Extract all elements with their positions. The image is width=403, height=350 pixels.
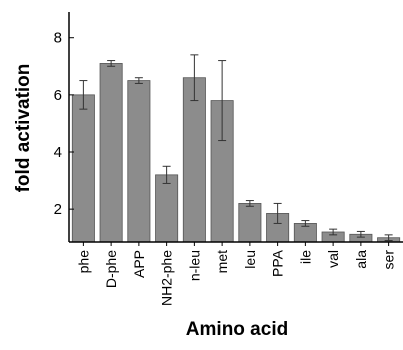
error-bar-ala [356,230,365,238]
error-bar-val [329,228,338,236]
x-tick-label-met: met [214,250,230,273]
y-tick-label-4: 4 [54,144,62,161]
bar-phe [71,94,95,243]
x-tick-label-phe: phe [75,250,91,274]
error-bar-phe [79,80,88,110]
bar-NH2-phe [155,174,179,243]
y-ticks-group: 2 4 6 8 [54,30,74,218]
x-tick-label-APP: APP [131,250,147,278]
error-bar-D-phe [107,60,116,67]
error-bar-ile [301,220,310,227]
y-tick-label-6: 6 [54,87,62,104]
x-tick-label-ala: ala [353,250,369,269]
error-bar-APP [134,77,143,84]
x-tick-label-D-phe: D-phe [103,250,119,288]
error-bar-NH2-phe [162,165,171,184]
x-tick-labels-group: phe D-phe APP NH2-phe n-leu met leu PPA ile val al… [75,242,397,306]
error-bar-leu [245,200,254,207]
x-tick-label-ile: ile [297,250,313,264]
error-bar-n-leu [190,54,199,102]
error-bar-ser [384,234,393,242]
x-tick-label-leu: leu [242,250,258,269]
bar-leu [238,203,262,243]
y-axis-title: fold activation [13,64,34,193]
error-bar-PPA [273,202,282,224]
x-tick-label-n-leu: n-leu [186,250,202,281]
bar-APP [127,80,151,243]
x-tick-label-val: val [325,250,341,268]
x-axis-title: Amino acid [186,319,288,340]
bars-group [71,63,401,243]
error-bars-group [79,54,393,242]
x-tick-label-PPA: PPA [270,249,286,277]
x-tick-label-ser: ser [381,250,397,270]
bar-n-leu [182,77,206,243]
y-tick-label-8: 8 [54,30,62,47]
error-bar-met [218,60,227,142]
bar-D-phe [99,63,123,243]
y-tick-label-2: 2 [54,201,62,218]
x-tick-label-NH2-phe: NH2-phe [159,250,175,306]
